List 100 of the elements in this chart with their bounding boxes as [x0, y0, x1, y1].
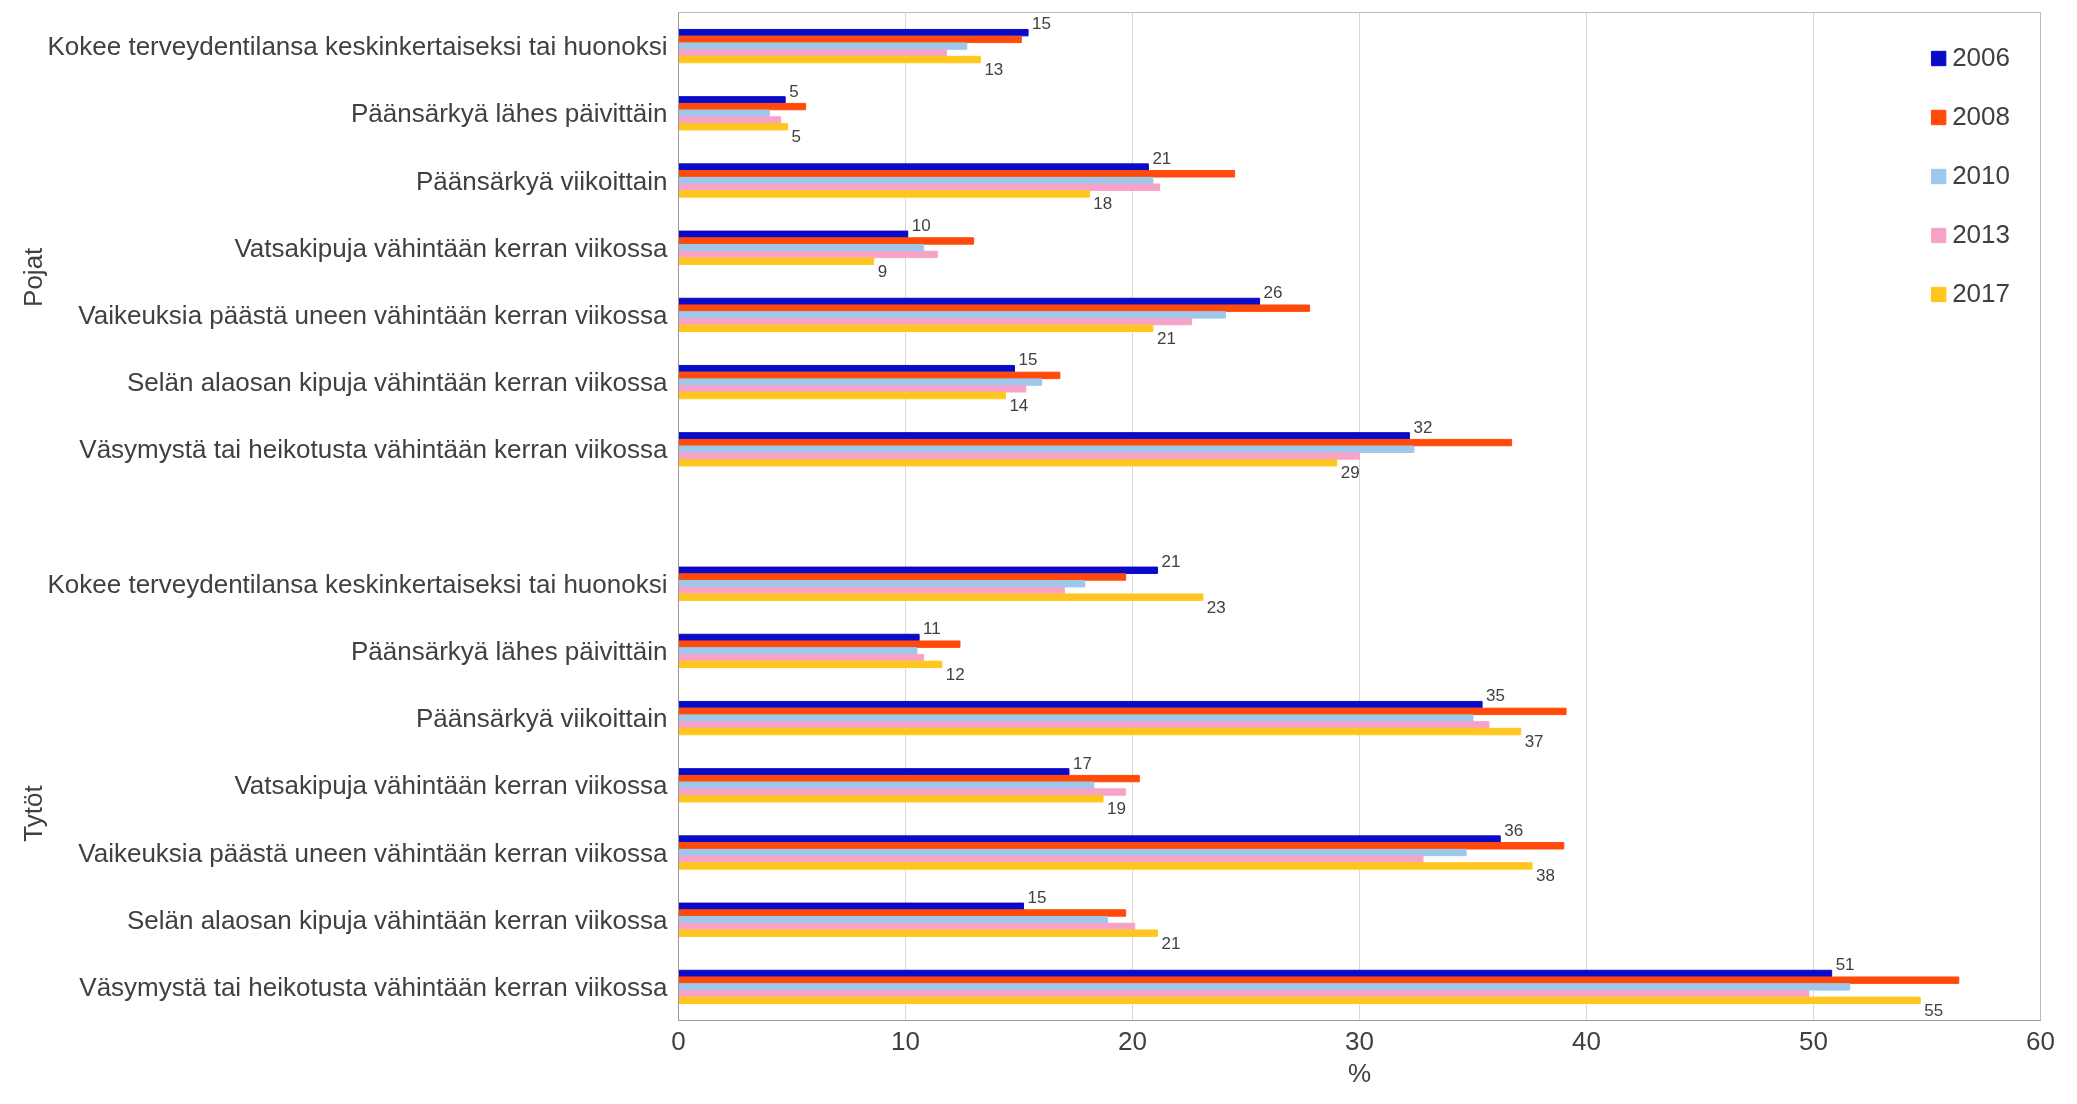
bar: [678, 862, 1533, 870]
bar: [678, 170, 1236, 178]
data-label: 12: [945, 664, 965, 684]
bar: [678, 580, 1086, 588]
bar: [678, 983, 1851, 991]
bar: [678, 459, 1338, 467]
bar: [678, 721, 1490, 729]
bar: [678, 311, 1227, 319]
legend-label: 2008: [1952, 101, 2010, 132]
data-label: 21: [1161, 551, 1181, 571]
x-tick-label: 40: [1572, 1025, 1601, 1056]
bar: [678, 781, 1095, 789]
bar: [678, 391, 1006, 400]
bar: [678, 445, 1415, 453]
legend-label: 2006: [1952, 42, 2010, 73]
bar: [678, 304, 1311, 312]
bar: [678, 902, 1025, 910]
data-label: 36: [1504, 820, 1524, 840]
y-tick-label: Vaikeuksia päästä uneen vähintään kerran viikossa: [78, 299, 669, 330]
bar: [678, 916, 1109, 924]
bar: [678, 909, 1127, 917]
data-label: 9: [877, 261, 888, 281]
bar: [678, 230, 909, 238]
data-label: 35: [1486, 686, 1505, 706]
data-label: 29: [1340, 463, 1360, 483]
y-tick-label: Vatsakipuja vähintään kerran viikossa: [234, 770, 669, 801]
bar: [678, 42, 968, 50]
x-tick-label: 0: [671, 1025, 686, 1056]
data-label: 21: [1156, 328, 1176, 348]
y-tick-label: Päänsärkyä lähes päivittäin: [350, 635, 668, 666]
bar: [678, 96, 786, 104]
bar: [678, 55, 981, 64]
bar: [678, 123, 788, 131]
bar: [678, 640, 961, 648]
data-label: 5: [791, 127, 801, 147]
bar: [678, 788, 1127, 796]
text: Pojat: [18, 246, 49, 307]
bar: [678, 28, 1029, 37]
data-label: 14: [1009, 395, 1029, 415]
data-label: 5: [789, 81, 799, 101]
bar: [678, 257, 875, 265]
x-axis-title: %: [1347, 1057, 1372, 1088]
data-label: 10: [911, 215, 931, 235]
bar: [678, 593, 1204, 601]
bar: [678, 795, 1104, 803]
data-label: 21: [1152, 148, 1172, 168]
bar: [678, 190, 1090, 198]
bar: [678, 727, 1522, 736]
x-tick-label: 30: [1345, 1025, 1374, 1056]
data-label: 15: [1032, 14, 1051, 34]
bar: [678, 385, 1027, 393]
data-label: 13: [984, 59, 1004, 79]
data-label: 23: [1206, 597, 1226, 617]
legend-label: 2013: [1952, 219, 2010, 250]
bar: [678, 163, 1149, 171]
y-tick-label: Päänsärkyä viikoittain: [416, 703, 668, 734]
bar: [678, 835, 1501, 843]
bar: [678, 452, 1360, 460]
y-tick-label: Väsymystä tai heikotusta vähintään kerran viikossa: [79, 434, 669, 465]
bar: [678, 842, 1565, 850]
y-tick-label: Vatsakipuja vähintään kerran viikossa: [234, 232, 669, 263]
y-tick-label: Kokee terveydentilansa keskinkertaiseksi tai huonoksi: [47, 31, 668, 62]
bar: [678, 700, 1483, 709]
bar: [678, 49, 947, 57]
y-tick-label: Selän alaosan kipuja vähintään kerran viikossa: [126, 367, 669, 398]
legend-label: 2017: [1952, 278, 2010, 309]
bar: [678, 364, 1015, 373]
y-tick-label: Vaikeuksia päästä uneen vähintään kerran viikossa: [78, 837, 669, 868]
bar: [678, 432, 1410, 440]
data-label: 18: [1093, 194, 1113, 214]
bar: [678, 324, 1154, 333]
data-label: 11: [923, 619, 941, 639]
data-label: 32: [1413, 417, 1433, 437]
y-tick-label: Väsymystä tai heikotusta vähintään kerran viikossa: [79, 971, 669, 1002]
bar: [678, 237, 975, 245]
x-tick-label: 10: [891, 1025, 920, 1056]
legend-label: 2010: [1952, 160, 2010, 191]
data-label: 51: [1835, 955, 1855, 975]
data-label: 15: [1027, 887, 1047, 907]
data-label: 26: [1263, 283, 1283, 303]
data-label: 55: [1924, 1000, 1944, 1020]
y-tick-label: Päänsärkyä lähes päivittäin: [350, 98, 668, 129]
y-tick-label: Päänsärkyä viikoittain: [416, 165, 668, 196]
data-label: 21: [1161, 933, 1181, 953]
bar: [678, 109, 770, 117]
text: Tytöt: [18, 784, 49, 842]
bar: [678, 855, 1424, 863]
bar: [678, 976, 1960, 984]
y-tick-label: Kokee terveydentilansa keskinkertaiseksi tai huonoksi: [47, 568, 668, 599]
data-label: 38: [1536, 866, 1555, 886]
bar: [678, 660, 943, 669]
x-tick-label: 50: [1799, 1025, 1828, 1056]
bar: [678, 714, 1474, 722]
x-tick-label: 60: [2026, 1025, 2055, 1056]
data-label: 17: [1072, 753, 1092, 773]
bar: [678, 183, 1161, 191]
bar: [678, 647, 918, 655]
bar: [678, 116, 782, 124]
data-label: 15: [1018, 350, 1038, 370]
bar: [678, 573, 1127, 581]
